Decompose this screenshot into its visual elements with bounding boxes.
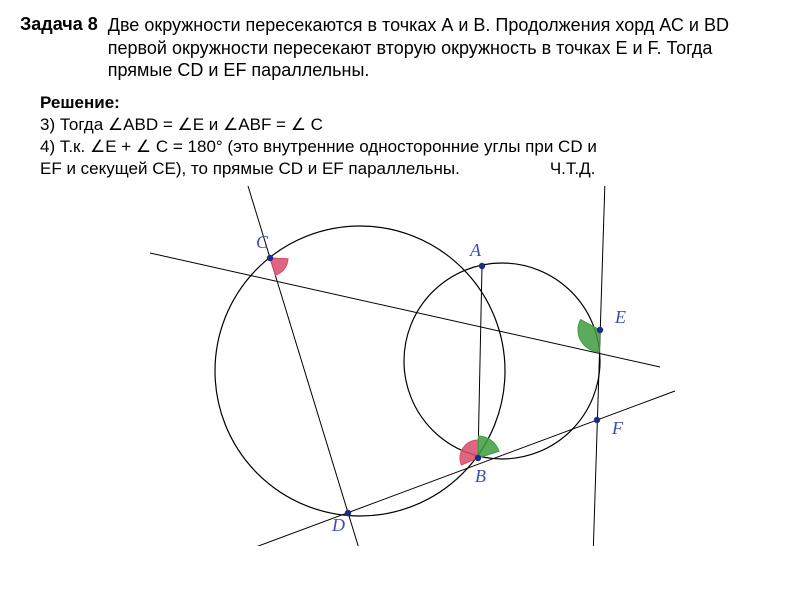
svg-text:B: B xyxy=(475,466,486,486)
solution-line-3: 3) Тогда ∠ABD = ∠E и ∠ABF = ∠ C xyxy=(40,114,780,136)
solution-line-5: ЕF и секущей СЕ), то прямые CD и ЕF пара… xyxy=(40,158,780,180)
svg-text:C: C xyxy=(256,232,269,252)
geometry-diagram: A B C D E F xyxy=(100,186,700,546)
svg-text:D: D xyxy=(331,515,345,535)
svg-text:E: E xyxy=(614,307,626,327)
svg-text:F: F xyxy=(611,418,624,438)
svg-text:A: A xyxy=(469,240,482,260)
qed: Ч.Т.Д. xyxy=(550,158,596,180)
solution-block: Решение: 3) Тогда ∠ABD = ∠E и ∠ABF = ∠ C… xyxy=(40,92,780,180)
solution-line-4: 4) Т.к. ∠E + ∠ C = 180° (это внутренние … xyxy=(40,136,780,158)
task-statement: Две окружности пересекаются в точках А и… xyxy=(108,14,780,82)
solution-heading: Решение: xyxy=(40,92,780,114)
task-label: Задача 8 xyxy=(20,14,98,35)
